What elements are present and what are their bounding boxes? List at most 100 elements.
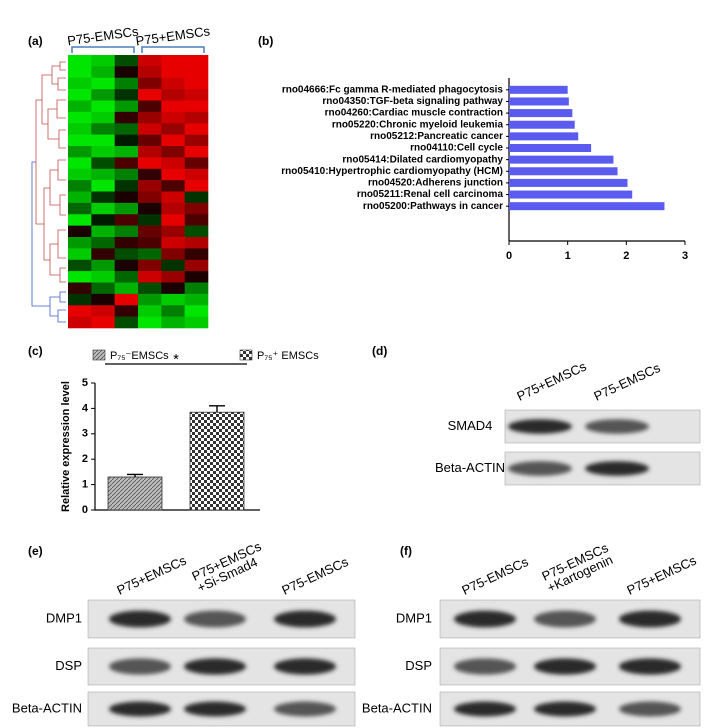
heatmap-cell	[138, 237, 162, 249]
heatmap-cell	[91, 259, 115, 272]
heatmap-cell	[161, 111, 185, 124]
panel-label: (d)	[372, 344, 387, 358]
heatmap-cell	[91, 157, 115, 170]
heatmap-cell	[114, 237, 139, 249]
heatmap-cell	[161, 77, 185, 90]
heatmap-cell	[138, 77, 162, 90]
band	[534, 701, 596, 717]
heatmap-cell	[91, 237, 115, 249]
y-tick-label: 5	[82, 377, 88, 389]
heatmap-cell	[161, 225, 185, 238]
heatmap-cell	[184, 168, 209, 181]
heatmap-cell	[184, 146, 209, 158]
band	[454, 658, 516, 675]
heatmap-cell	[114, 100, 139, 113]
legend-label: P₇₅⁺ EMSCs	[257, 350, 319, 362]
band	[585, 419, 649, 434]
significance-mark: *	[173, 351, 179, 368]
heatmap-cell	[68, 134, 92, 147]
heatmap-cell	[91, 316, 115, 329]
heatmap-cell	[91, 180, 115, 192]
heatmap-cell	[184, 66, 209, 79]
heatmap-cell	[68, 77, 92, 90]
category-label: rno04110:Cell cycle	[410, 143, 503, 154]
category-label: rno05414:Dilated cardiomyopathy	[342, 154, 503, 165]
heatmap-cell	[161, 293, 185, 306]
heatmap-cell	[161, 191, 185, 204]
heatmap-cell	[161, 157, 185, 170]
heatmap-cell	[161, 214, 185, 226]
heatmap-cell	[114, 259, 139, 272]
heatmap-cell	[161, 237, 185, 249]
bar	[509, 167, 618, 176]
lane-label: P75+EMSCs	[114, 552, 189, 597]
heatmap-cell	[91, 305, 115, 317]
lane-label: P75-EMSCs	[459, 554, 531, 598]
heatmap-cell	[91, 248, 115, 261]
row-label: Beta-ACTIN	[362, 700, 432, 715]
legend-label: P₇₅⁻EMSCs	[110, 350, 169, 362]
row-label: Beta-ACTIN	[12, 700, 82, 715]
category-label: rno05212:Pancreatic cancer	[370, 131, 503, 142]
heatmap-cell	[91, 77, 115, 90]
heatmap-cell	[114, 146, 139, 158]
heatmap-cell	[138, 168, 162, 181]
heatmap-cell	[68, 259, 92, 272]
lane-label: P75-EMSCs	[279, 554, 351, 598]
band	[534, 610, 596, 628]
band	[274, 701, 336, 717]
heatmap-cell	[184, 259, 209, 272]
dendrogram	[31, 61, 66, 323]
heatmap-cell	[184, 123, 209, 135]
heatmap-cell	[91, 293, 115, 306]
group-label: P75-EMSCs	[66, 23, 139, 48]
heatmap-cell	[138, 66, 162, 79]
heatmap-cell	[114, 316, 139, 329]
heatmap-cell	[138, 271, 162, 283]
heatmap-cell	[68, 293, 92, 306]
heatmap-cell	[91, 89, 115, 101]
heatmap-cell	[68, 248, 92, 261]
bar	[509, 120, 575, 129]
heatmap-cell	[138, 89, 162, 101]
heatmap-cell	[161, 282, 185, 295]
panel-label: (a)	[28, 34, 43, 48]
heatmap-cell	[138, 259, 162, 272]
x-tick-label: 1	[565, 250, 571, 262]
heatmap-cell	[184, 248, 209, 261]
heatmap-cell	[68, 214, 92, 226]
heatmap-cell	[114, 134, 139, 147]
band	[454, 701, 516, 717]
row-label: DMP1	[46, 610, 82, 625]
category-label: rno04520:Adherens junction	[368, 178, 503, 189]
heatmap-cell	[161, 271, 185, 283]
band	[184, 610, 246, 628]
category-label: rno04350:TGF-beta signaling pathway	[322, 96, 503, 107]
heatmap-cell	[114, 305, 139, 317]
error-bar	[209, 405, 225, 413]
band	[184, 701, 246, 717]
heatmap-cell	[161, 134, 185, 147]
heatmap-cell	[138, 293, 162, 306]
heatmap-cell	[138, 214, 162, 226]
bar	[189, 411, 245, 511]
heatmap-cell	[161, 202, 185, 215]
heatmap-cell	[91, 123, 115, 135]
band	[508, 461, 572, 476]
heatmap-cell	[161, 146, 185, 158]
heatmap-cell	[91, 191, 115, 204]
heatmap-cell	[138, 282, 162, 295]
heatmap-cell	[91, 146, 115, 158]
heatmap-cell	[68, 111, 92, 124]
group-bracket	[71, 46, 135, 53]
category-label: rno05200:Pathways in cancer	[363, 201, 503, 212]
heatmap-cell	[138, 123, 162, 135]
bar	[509, 144, 592, 152]
row-label: DMP1	[396, 610, 432, 625]
heatmap-cell	[184, 111, 209, 124]
heatmap-cell	[161, 89, 185, 101]
heatmap-cell	[184, 237, 209, 249]
heatmap-cell	[114, 225, 139, 238]
heatmap-cell	[184, 202, 209, 215]
